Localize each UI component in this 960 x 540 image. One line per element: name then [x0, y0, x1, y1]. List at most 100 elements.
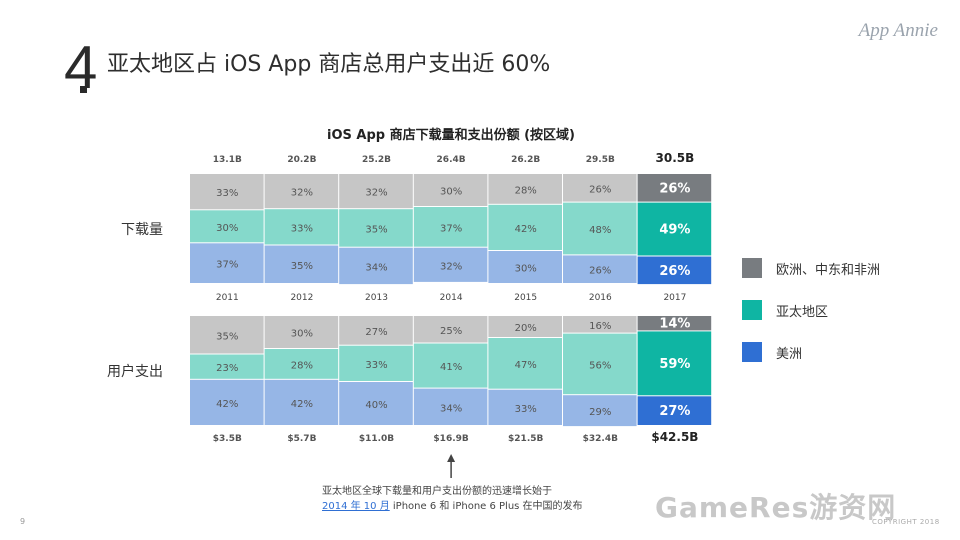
bar-segment	[190, 354, 264, 379]
legend-item-americas: 美洲	[742, 342, 880, 362]
data-label: 30%	[440, 187, 462, 198]
data-label: 30%	[291, 329, 313, 340]
data-label: 42%	[515, 224, 537, 235]
data-label: 34%	[365, 262, 387, 273]
bar-total-label: $3.5B	[213, 434, 242, 444]
legend-swatch-americas	[742, 342, 762, 362]
data-label: 35%	[216, 331, 238, 342]
data-label: 33%	[291, 223, 313, 234]
watermark: GameRes游资网	[655, 491, 897, 524]
legend-label-apac: 亚太地区	[776, 304, 829, 320]
bar-segment	[413, 343, 488, 388]
bar-segment	[637, 256, 712, 285]
page-number: 9	[20, 517, 26, 526]
data-label: 25%	[440, 326, 462, 337]
bar-segment	[190, 210, 264, 243]
data-label: 26%	[589, 184, 611, 195]
data-label: 23%	[216, 363, 238, 374]
annotation-date-link[interactable]: 2014 年 10 月	[322, 501, 390, 512]
bar-total-label: 25.2B	[362, 155, 391, 165]
bar-segment	[637, 202, 712, 256]
panel-label-1: 用户支出	[107, 363, 163, 380]
data-label: 14%	[659, 317, 690, 332]
bar-segment	[339, 247, 413, 285]
bar-segment	[413, 207, 488, 247]
data-label: 35%	[365, 224, 387, 235]
bar-total-label: $32.4B	[583, 434, 618, 444]
bar-total-label: 20.2B	[287, 155, 316, 165]
bar-segment	[339, 316, 413, 345]
page-title: 亚太地区占 iOS App 商店总用户支出近 60%	[107, 52, 551, 77]
data-label: 28%	[291, 360, 313, 371]
data-label: 26%	[589, 266, 611, 277]
bar-segment	[413, 247, 488, 282]
data-label: 37%	[216, 260, 238, 271]
data-label: 20%	[515, 323, 537, 334]
data-label: 33%	[515, 404, 537, 415]
bar-segment	[637, 396, 712, 425]
slide-number-dot	[80, 86, 87, 93]
bar-segment	[413, 316, 488, 343]
x-tick-label: 2013	[365, 293, 388, 303]
bar-total-label: 26.4B	[437, 155, 466, 165]
data-label: 48%	[589, 225, 611, 236]
x-tick-label: 2011	[216, 293, 239, 303]
data-label: 26%	[659, 264, 690, 279]
annotation-line-2-text: iPhone 6 和 iPhone 6 Plus 在中国的发布	[389, 501, 583, 512]
bar-segment	[488, 251, 562, 283]
bar-segment	[190, 243, 264, 283]
app-annie-logo: App Annie	[858, 20, 938, 41]
x-tick-label: 2015	[514, 293, 537, 303]
bar-segment	[563, 395, 637, 427]
annotation-line-1: 亚太地区全球下载量和用户支出份额的迅速增长始于	[322, 486, 552, 497]
annotation-note: 亚太地区全球下载量和用户支出份额的迅速增长始于 2014 年 10 月 iPho…	[322, 484, 583, 514]
bar-segment	[637, 316, 712, 331]
legend-swatch-emea	[742, 258, 762, 278]
bar-total-label: 30.5B	[656, 151, 695, 165]
legend-label-americas: 美洲	[776, 346, 803, 362]
data-label: 33%	[365, 360, 387, 371]
bar-segment	[563, 333, 637, 395]
bar-segment	[264, 174, 339, 209]
data-label: 32%	[440, 261, 462, 272]
bar-total-label: $21.5B	[508, 434, 543, 444]
x-tick-label: 2016	[589, 293, 612, 303]
bar-total-label: $16.9B	[433, 434, 468, 444]
bar-segment	[264, 209, 339, 245]
data-label: 59%	[659, 357, 690, 372]
bar-segment	[488, 389, 562, 425]
bar-segment	[264, 316, 339, 348]
bar-segment	[339, 209, 413, 247]
data-label: 28%	[515, 185, 537, 196]
data-label: 16%	[589, 321, 611, 332]
x-tick-label: 2017	[663, 293, 686, 303]
data-label: 30%	[216, 223, 238, 234]
bar-segment	[190, 316, 264, 354]
bar-segment	[339, 345, 413, 381]
bar-segment	[488, 174, 562, 204]
bar-segment	[264, 245, 339, 283]
legend-swatch-apac	[742, 300, 762, 320]
data-label: 30%	[515, 264, 537, 275]
annotation-arrowhead	[447, 454, 456, 462]
bar-total-label: 26.2B	[511, 155, 540, 165]
data-label: 37%	[440, 223, 462, 234]
bar-total-label: 13.1B	[213, 155, 242, 165]
bar-segment	[190, 379, 264, 425]
bar-segment	[339, 382, 413, 425]
data-label: 27%	[365, 327, 387, 338]
bar-segment	[563, 316, 637, 333]
bar-segment	[563, 174, 637, 202]
bar-total-label: $42.5B	[651, 430, 698, 444]
data-label: 35%	[291, 261, 313, 272]
annotation-line-2: 2014 年 10 月 iPhone 6 和 iPhone 6 Plus 在中国…	[322, 499, 583, 514]
bar-segment	[637, 174, 712, 202]
bar-segment	[563, 255, 637, 283]
chart-title: iOS App 商店下载量和支出份额 (按区域)	[326, 128, 575, 143]
bar-segment	[563, 202, 637, 255]
chart-legend: 欧洲、中东和非洲 亚太地区 美洲	[742, 258, 880, 384]
data-label: 26%	[659, 181, 690, 196]
bar-segment	[190, 174, 264, 210]
legend-item-emea: 欧洲、中东和非洲	[742, 258, 880, 278]
